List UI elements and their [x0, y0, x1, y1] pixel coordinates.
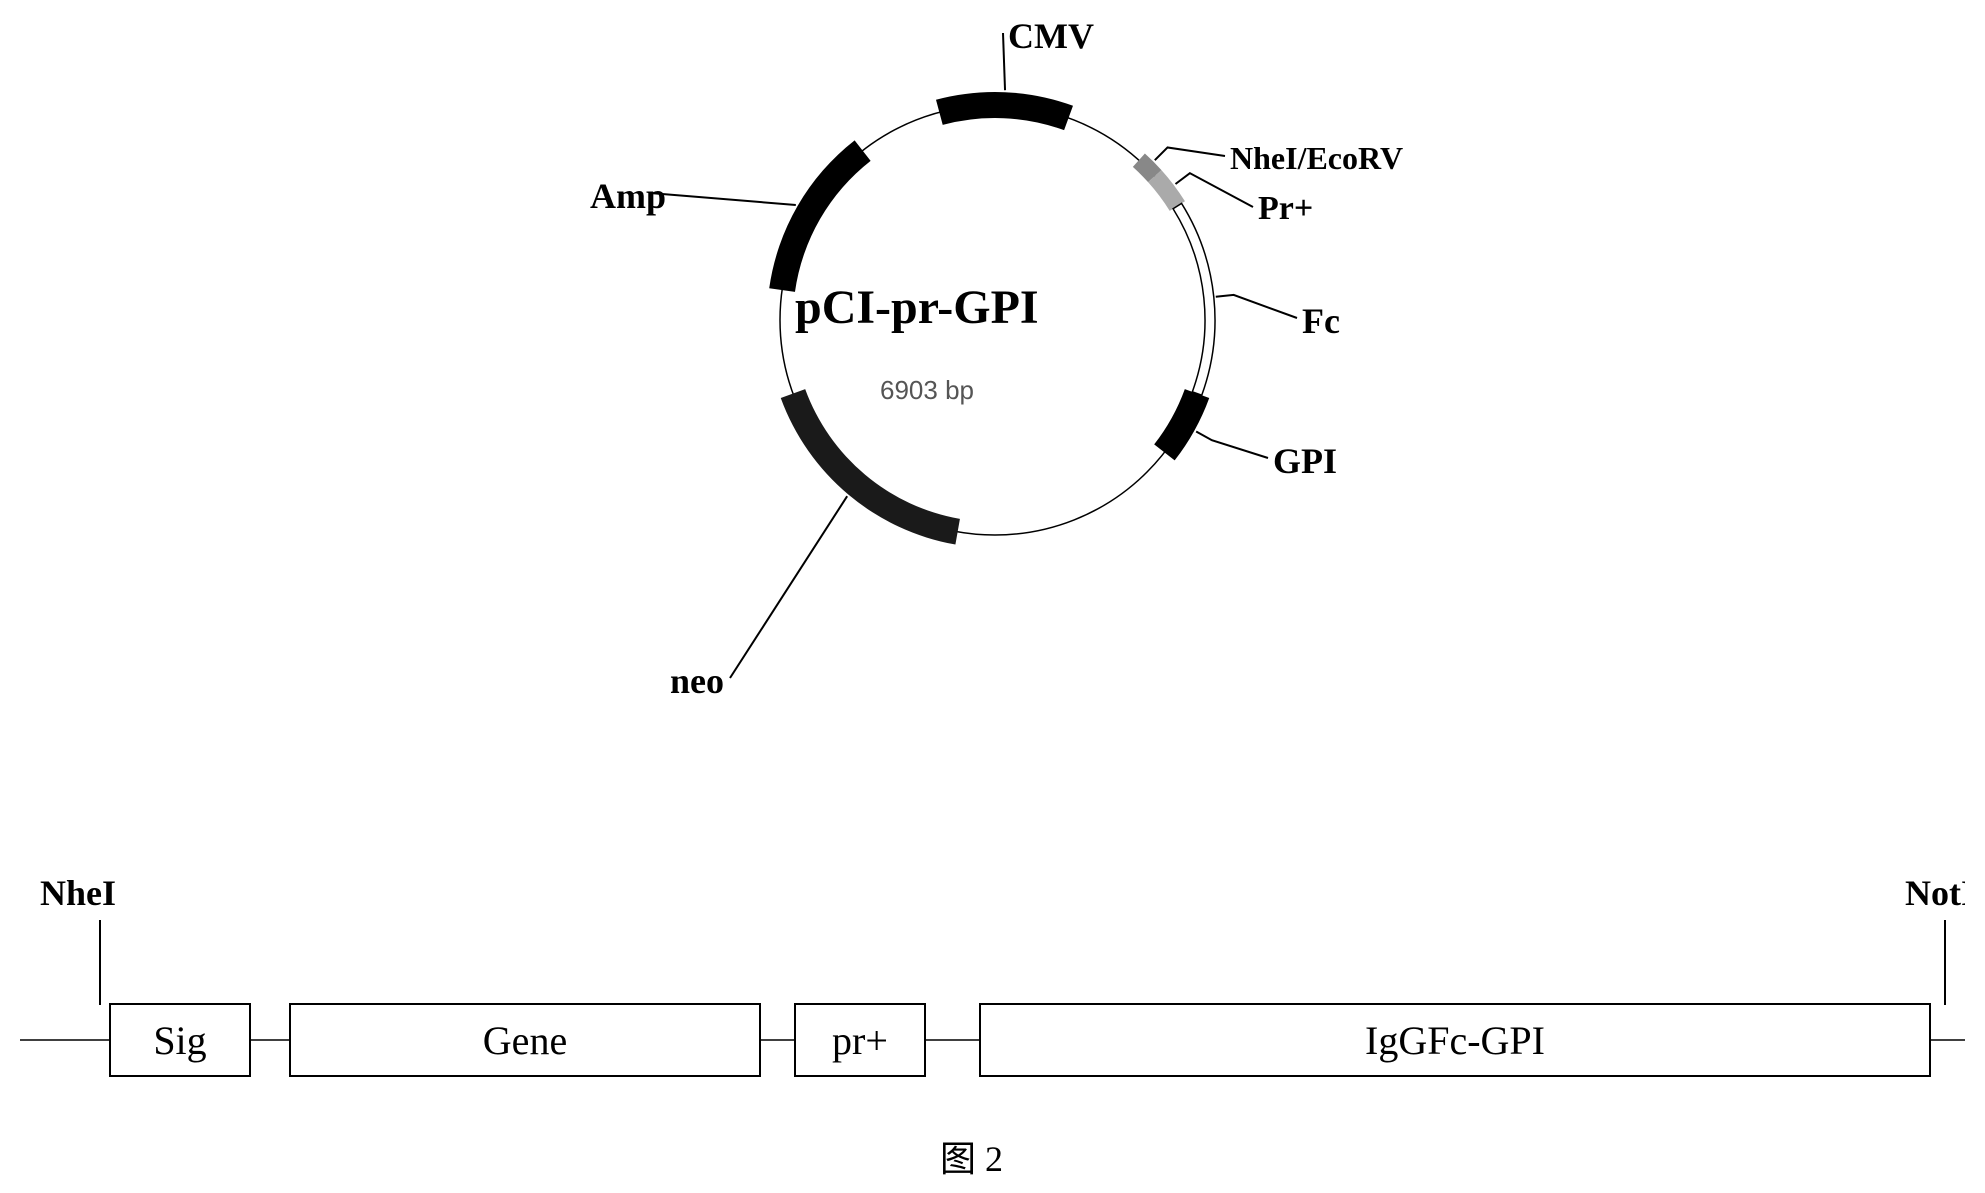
figure-caption: 图 2	[940, 1130, 1003, 1182]
nhei-site: NheI	[40, 873, 116, 913]
gene-box-label: pr+	[832, 1018, 888, 1063]
plasmid-size: 6903 bp	[880, 375, 974, 406]
gene-box-label: Gene	[483, 1018, 567, 1063]
label-nhei-ecorv: NheI/EcoRV	[1230, 140, 1403, 177]
linear-map: NheI NotI Sig Gene pr+ IgGFc-GPI	[20, 850, 1965, 1100]
noti-site: NotI	[1905, 873, 1965, 913]
label-amp: Amp	[590, 175, 666, 217]
label-fc: Fc	[1302, 300, 1340, 342]
plasmid-name: pCI-pr-GPI	[795, 280, 1039, 335]
label-gpi: GPI	[1273, 440, 1337, 482]
diagram-container: pCI-pr-GPI 6903 bp CMV NheI/EcoRV Pr+ Fc…	[0, 0, 1985, 1193]
gene-box-label: Sig	[153, 1018, 206, 1063]
plasmid-map	[570, 0, 1420, 760]
gene-box-label: IgGFc-GPI	[1365, 1018, 1545, 1063]
label-pr-plus: Pr+	[1258, 190, 1313, 228]
label-neo: neo	[670, 660, 724, 702]
label-cmv: CMV	[1008, 15, 1094, 57]
